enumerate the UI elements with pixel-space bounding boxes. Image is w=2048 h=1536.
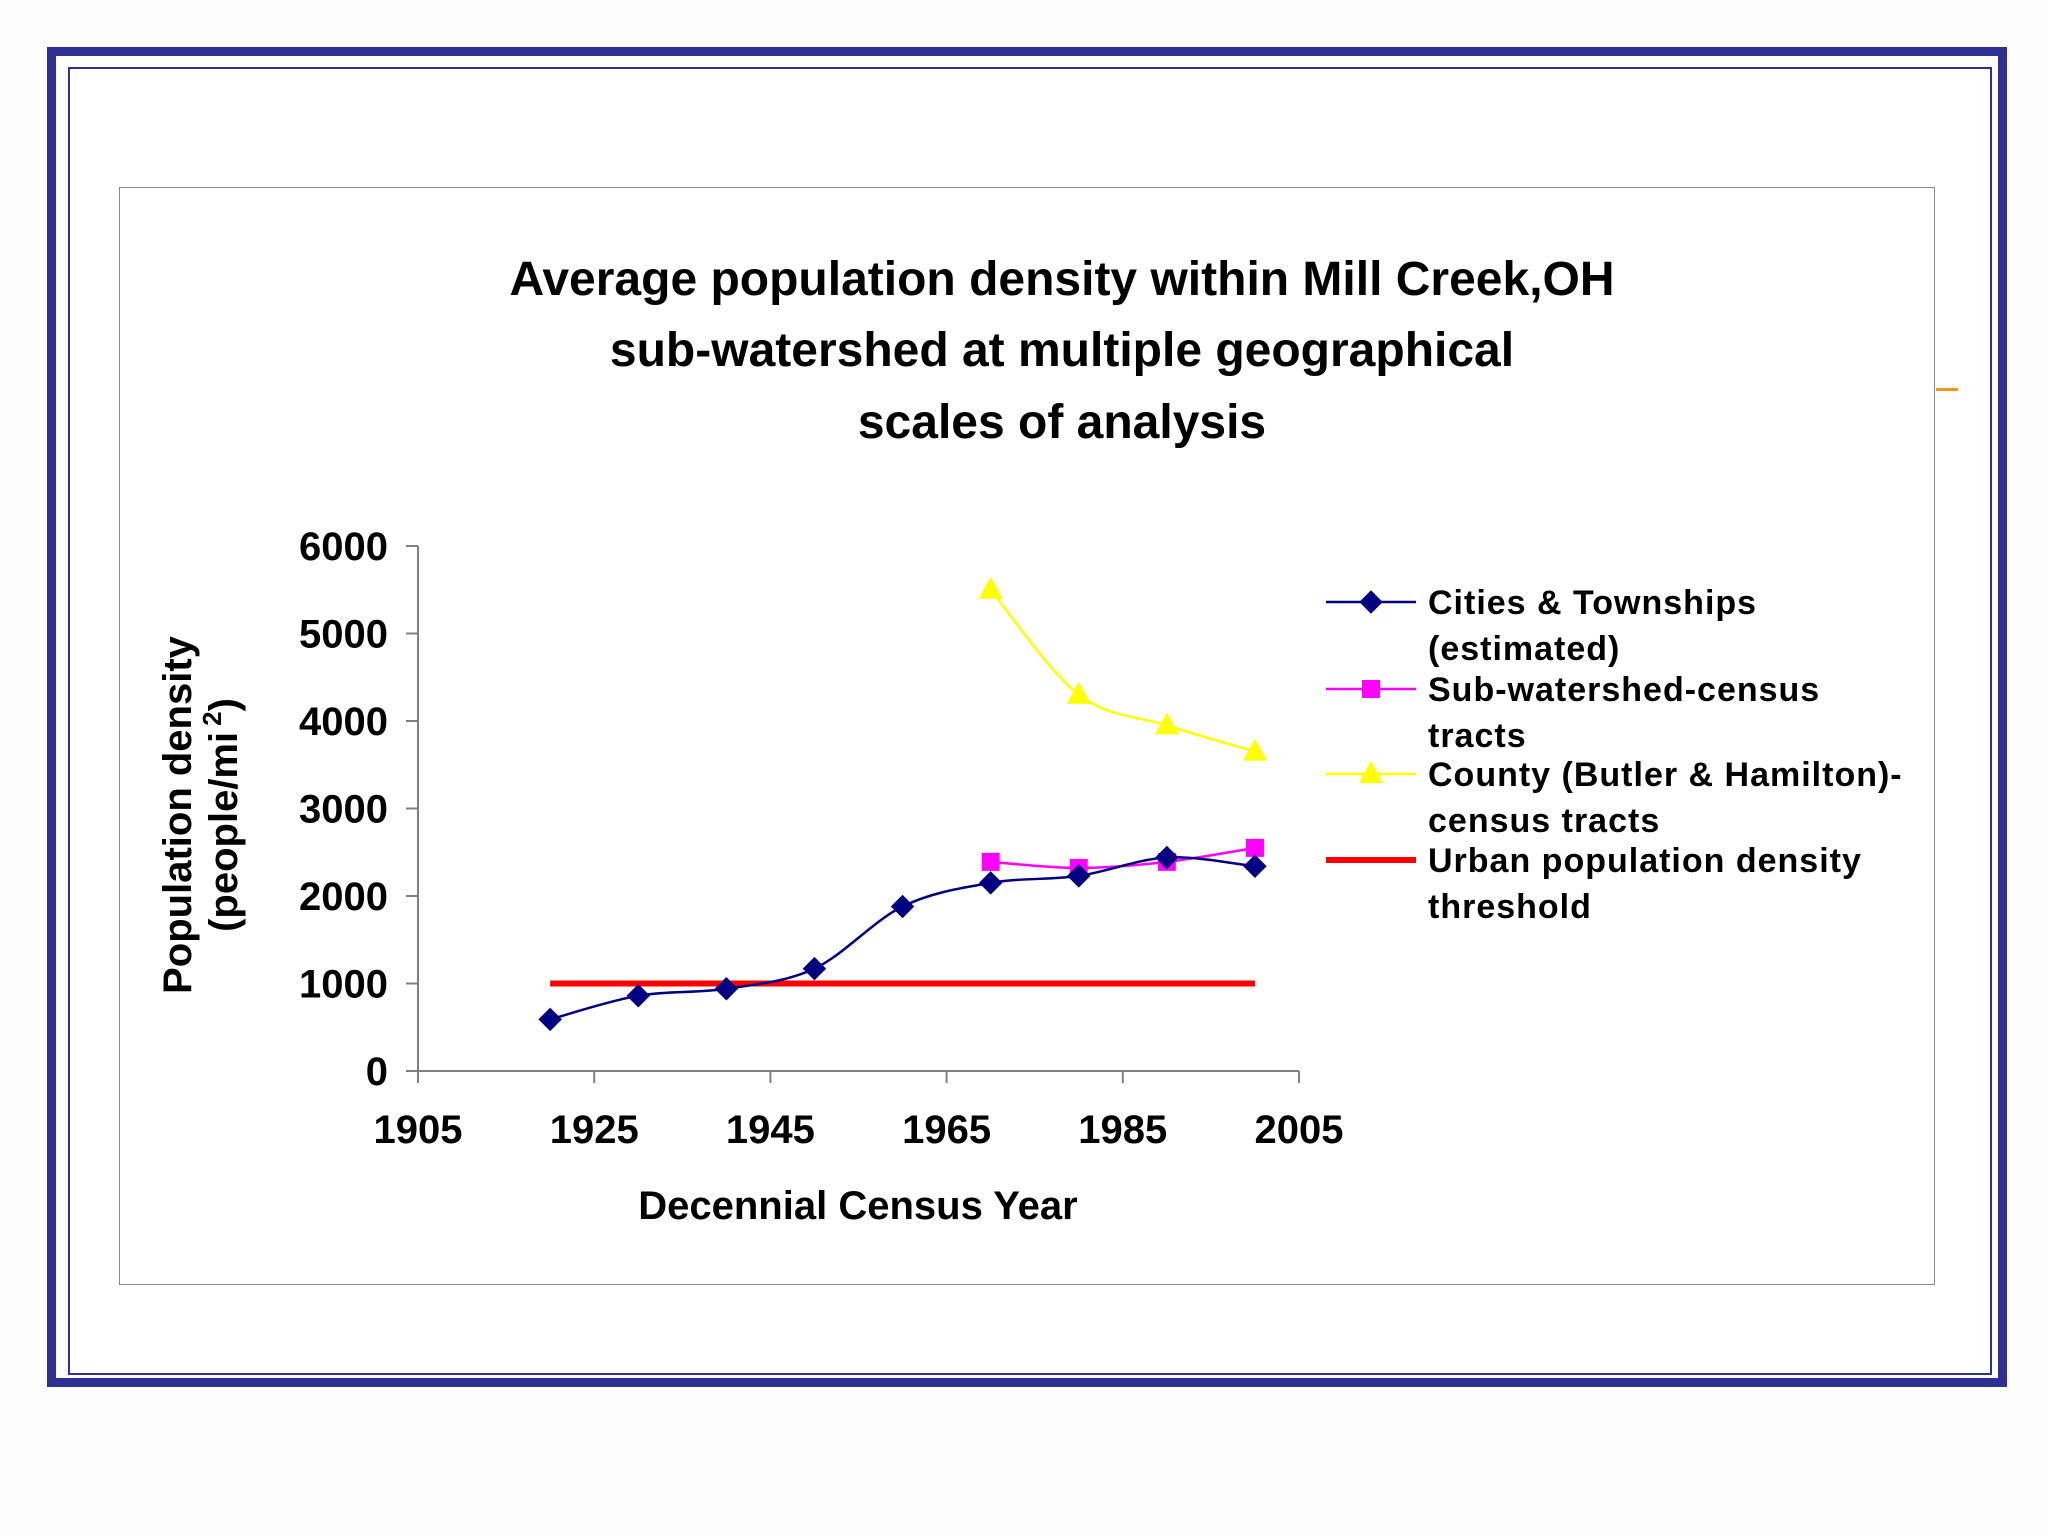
legend-swatch-marker bbox=[1359, 590, 1383, 614]
y-tick-label: 0 bbox=[366, 1050, 388, 1094]
y-tick-label: 2000 bbox=[299, 875, 388, 919]
legend-item-sub-watershed: Sub-watershed-census tracts bbox=[1326, 671, 1820, 755]
legend: Cities & Townships (estimated)Sub-watersh… bbox=[1326, 584, 1903, 926]
series-cities-townships bbox=[538, 845, 1267, 1032]
legend-item-county: County (Butler & Hamilton)- census tracts bbox=[1326, 756, 1903, 840]
data-point-county bbox=[1242, 738, 1267, 761]
legend-label-line: (estimated) bbox=[1428, 630, 1620, 668]
legend-label-line: Urban population density bbox=[1428, 842, 1862, 880]
y-axis-title-line-2: (people/mi 2) bbox=[197, 698, 246, 932]
population-density-chart: Average population density within Mill C… bbox=[156, 253, 1903, 1228]
y-tick-label: 4000 bbox=[299, 700, 388, 744]
series-county bbox=[978, 576, 1267, 761]
legend-label-line: County (Butler & Hamilton)- bbox=[1428, 756, 1903, 794]
x-tick-label: 1985 bbox=[1078, 1108, 1167, 1152]
y-tick-label: 3000 bbox=[299, 788, 388, 832]
y-tick-labels: 0 1000 2000 3000 4000 5000 6000 bbox=[299, 525, 388, 1094]
x-tick-label: 1925 bbox=[550, 1108, 639, 1152]
data-point-cities-townships bbox=[802, 956, 827, 981]
series-sub-watershed bbox=[981, 838, 1264, 877]
data-point-cities-townships bbox=[978, 871, 1003, 895]
chart-title-line-3: scales of analysis bbox=[858, 396, 1266, 449]
chart-title-line-2: sub-watershed at multiple geographical bbox=[610, 324, 1514, 377]
x-tick-label: 2005 bbox=[1255, 1108, 1344, 1152]
y-tick-label: 1000 bbox=[299, 963, 388, 1007]
plot-area bbox=[538, 576, 1267, 1032]
x-tick-label: 1945 bbox=[726, 1108, 815, 1152]
legend-label-line: Sub-watershed-census bbox=[1428, 671, 1820, 709]
data-point-cities-townships bbox=[714, 977, 739, 1001]
legend-label-line: Cities & Townships bbox=[1428, 584, 1757, 622]
y-axis-title: Population density (people/mi 2) bbox=[156, 635, 246, 994]
y-axis-unit: (people/mi bbox=[202, 732, 246, 932]
chart-title: Average population density within Mill C… bbox=[509, 253, 1614, 449]
x-tick-label: 1905 bbox=[374, 1108, 463, 1152]
data-point-cities-townships bbox=[538, 1007, 562, 1032]
data-point-sub-watershed bbox=[1245, 838, 1264, 857]
data-point-cities-townships bbox=[1155, 845, 1179, 870]
data-point-cities-townships bbox=[626, 984, 650, 1008]
y-tick-label: 6000 bbox=[299, 525, 388, 569]
y-tick-label: 5000 bbox=[299, 613, 388, 657]
orange-accent-mark bbox=[1936, 388, 1958, 391]
chart-axes bbox=[406, 545, 1300, 1083]
legend-label-line: census tracts bbox=[1428, 802, 1660, 840]
x-tick-labels: 1905 1925 1945 1965 1985 2005 bbox=[374, 1108, 1344, 1152]
data-point-cities-townships bbox=[1243, 854, 1267, 878]
data-point-county bbox=[1066, 681, 1091, 704]
chart-area: Average population density within Mill C… bbox=[119, 187, 1935, 1285]
x-tick-label: 1965 bbox=[902, 1108, 991, 1152]
y-axis-unit-close: ) bbox=[202, 698, 246, 711]
legend-label-line: tracts bbox=[1428, 717, 1527, 755]
series-line-cities-townships bbox=[549, 856, 1256, 1021]
data-point-county bbox=[1154, 712, 1179, 735]
series-line-county bbox=[989, 588, 1256, 753]
legend-label-line: threshold bbox=[1428, 888, 1592, 926]
legend-item-urban-threshold: Urban population density threshold bbox=[1326, 842, 1862, 926]
data-point-cities-townships bbox=[1067, 864, 1091, 888]
data-point-cities-townships bbox=[890, 894, 915, 919]
chart-title-line-1: Average population density within Mill C… bbox=[509, 253, 1614, 306]
slide-outer-border bbox=[47, 47, 2007, 1387]
data-point-county bbox=[978, 576, 1003, 599]
y-axis-unit-superscript: 2 bbox=[197, 711, 227, 725]
legend-swatch-marker bbox=[1359, 761, 1383, 783]
x-axis-title: Decennial Census Year bbox=[638, 1184, 1078, 1228]
legend-swatch-marker bbox=[1362, 680, 1380, 698]
y-axis-title-line-1: Population density bbox=[156, 635, 200, 994]
legend-item-cities-townships: Cities & Townships (estimated) bbox=[1326, 584, 1757, 668]
data-point-sub-watershed bbox=[981, 852, 1000, 871]
